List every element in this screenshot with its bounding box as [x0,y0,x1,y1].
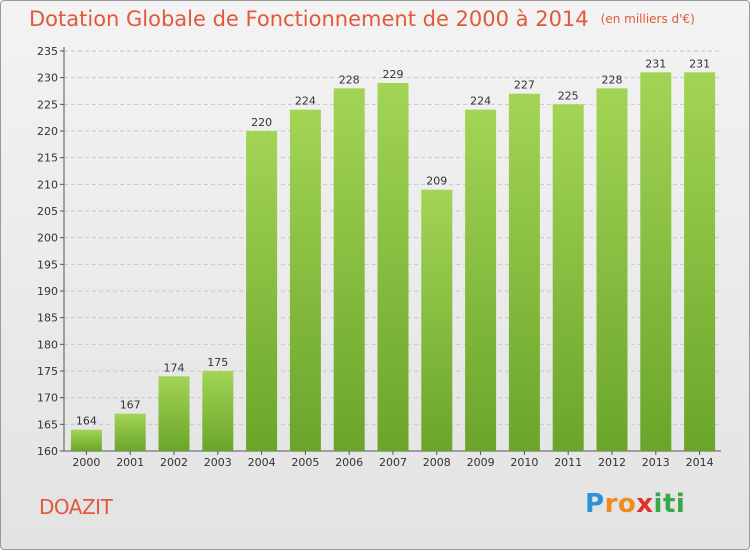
y-tick-label: 175 [37,365,58,378]
bar [465,109,497,452]
proxiti-logo: Proxiti [585,489,685,519]
place-name: DOAZIT [39,495,113,519]
axes: 160 165 170 175 180 185 190 195 200 205 210 215 220 2… [37,45,721,458]
y-tick-label: 185 [37,312,58,325]
y-tick-label: 215 [37,152,58,165]
bar [377,83,409,451]
value-label: 224 [295,95,316,108]
y-tick-label: 210 [37,178,58,191]
x-tick-label: 2002 [160,456,188,469]
title-text: Dotation Globale de Fonctionnement de 20… [29,7,589,31]
value-label: 228 [339,73,360,86]
x-tick-label: 2011 [554,456,582,469]
bar [596,88,628,451]
logo-letter: P [585,489,605,519]
bar [246,131,278,451]
x-tick-label: 2005 [291,456,319,469]
labels: 2000 164 2001 167 2002 174 2003 175 2004 220 2005 2… [72,57,713,469]
value-label: 209 [426,175,447,188]
x-tick-label: 2007 [379,456,407,469]
value-label: 167 [120,399,141,412]
value-label: 175 [207,356,228,369]
logo-letter: i [653,489,663,519]
y-tick-label: 225 [37,98,58,111]
value-label: 220 [251,116,272,129]
bar [508,93,540,452]
bar [158,376,190,451]
x-tick-label: 2013 [642,456,670,469]
x-tick-label: 2012 [598,456,626,469]
bar [70,429,102,451]
value-label: 174 [164,361,185,374]
unit-label: (en milliers d'€) [600,12,695,26]
logo-letter: x [636,489,654,519]
y-tick-label: 230 [37,72,58,85]
y-tick-label: 170 [37,392,58,405]
x-tick-label: 2009 [467,456,495,469]
x-tick-label: 2003 [204,456,232,469]
value-label: 231 [689,57,710,70]
bar [421,189,453,451]
x-tick-label: 2000 [72,456,100,469]
y-tick-label: 235 [37,45,58,58]
bar [684,72,716,451]
y-tick-label: 160 [37,445,58,458]
x-tick-label: 2004 [248,456,276,469]
value-label: 164 [76,415,97,428]
y-tick-label: 180 [37,338,58,351]
value-label: 229 [383,68,404,81]
bar [552,104,584,451]
bar [289,109,321,452]
value-label: 227 [514,79,535,92]
bar [202,371,234,451]
bar [114,413,146,451]
y-tick-label: 200 [37,232,58,245]
y-tick-label: 205 [37,205,58,218]
bar [333,88,365,451]
y-tick-label: 165 [37,418,58,431]
logo-letter: i [675,489,686,519]
logo-letter: r [604,489,618,519]
value-label: 231 [645,57,666,70]
x-tick-label: 2001 [116,456,144,469]
chart-title: Dotation Globale de Fonctionnement de 20… [29,7,695,31]
x-tick-label: 2014 [686,456,714,469]
value-label: 224 [470,95,491,108]
bars [70,72,716,452]
logo-letter: t [662,489,676,519]
y-tick-label: 195 [37,258,58,271]
x-tick-label: 2010 [510,456,538,469]
bar [640,72,672,451]
x-tick-label: 2006 [335,456,363,469]
logo-letter: o [617,489,637,519]
y-tick-label: 220 [37,125,58,138]
value-label: 225 [558,89,579,102]
value-label: 228 [602,73,623,86]
y-tick-label: 190 [37,285,58,298]
x-tick-label: 2008 [423,456,451,469]
